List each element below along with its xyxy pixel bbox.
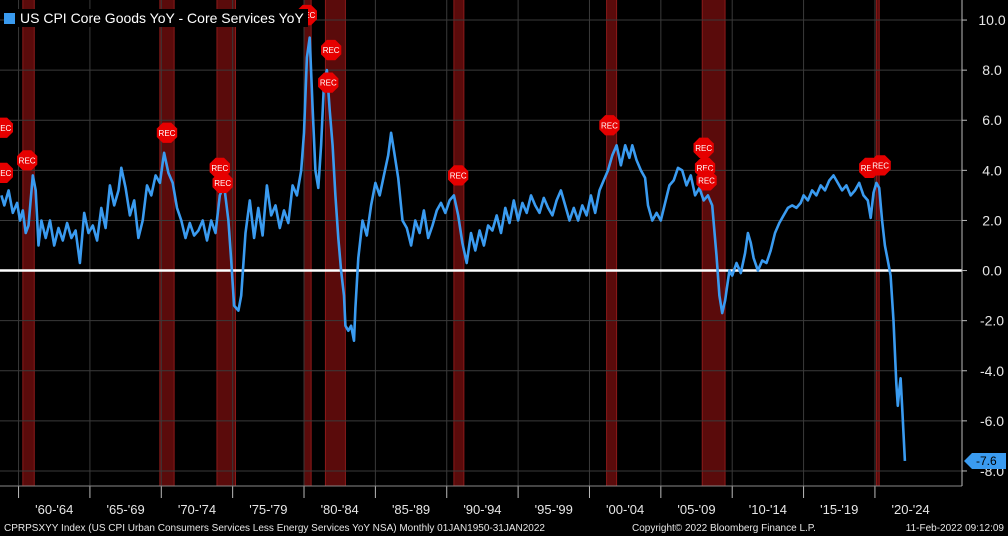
rec-marker-shape-0 <box>0 117 13 138</box>
y-tick-label-6: -2.0 <box>980 313 1004 329</box>
recession-band-1 <box>159 0 175 486</box>
recession-band-6 <box>606 0 617 486</box>
x-tick-label-7: '95-'99 <box>535 502 573 517</box>
x-axis: '60-'64 '65-'69 '70-'74 '75-'79 '80-'84 '85-'… <box>0 485 962 517</box>
x-tick-label-1: '65-'69 <box>106 502 144 517</box>
x-tick-label-11: '15-'19 <box>820 502 858 517</box>
y-tick-label-2: 6.0 <box>982 112 1002 128</box>
footer-source: CPRPSXYY Index (US CPI Urban Consumers S… <box>4 523 545 534</box>
series-line-core-goods-minus-core-services <box>0 36 907 461</box>
x-tick-label-8: '00-'04 <box>606 502 644 517</box>
y-tick-label-4: 2.0 <box>982 212 1002 228</box>
recession-band-5 <box>453 0 464 486</box>
x-tick-label-4: '80-'84 <box>321 502 359 517</box>
last-value-tag-shape <box>964 452 1006 469</box>
rec-marker-label-1: REC <box>0 169 12 178</box>
recession-band-2 <box>216 0 236 486</box>
recession-band-7 <box>702 0 726 486</box>
last-value-tag: -7.6 <box>964 452 1006 469</box>
rec-marker-label-2: REC <box>19 156 36 165</box>
rec-marker-shape-1 <box>0 162 13 183</box>
rec-marker-label-5: REC <box>214 179 231 188</box>
footer-timestamp: 11-Feb-2022 09:12:09 <box>905 523 1004 534</box>
rec-marker-shape-10 <box>599 115 620 136</box>
legend-swatch <box>4 12 15 24</box>
rec-marker-label-7: REC <box>323 46 340 55</box>
rec-marker-shape-8 <box>318 72 339 93</box>
recession-band-8 <box>876 0 880 486</box>
legend-label: US CPI Core Goods YoY - Core Services Yo… <box>20 10 304 26</box>
x-tick-label-6: '90-'94 <box>463 502 501 517</box>
grid-lines <box>0 0 962 486</box>
x-tick-label-5: '85-'89 <box>392 502 430 517</box>
y-tick-label-1: 8.0 <box>982 62 1002 78</box>
rec-marker-shape-5 <box>212 172 233 193</box>
y-axis: 10.08.06.04.02.00.0-2.0-4.0-6.0-8.0 <box>961 0 1006 486</box>
rec-marker-label-12: REC <box>697 164 714 173</box>
rec-marker-label-3: REC <box>159 129 176 138</box>
legend: US CPI Core Goods YoY - Core Services Yo… <box>4 9 308 27</box>
chart: RECRECRECRECRECRECRECRECRECRECRECRECRECR… <box>0 0 1006 517</box>
rec-marker-label-14: REC <box>861 164 878 173</box>
x-tick-label-12: '20-'24 <box>892 502 930 517</box>
x-tick-label-2: '70-'74 <box>178 502 216 517</box>
rec-marker-shape-13 <box>696 170 717 191</box>
rec-marker-label-10: REC <box>601 121 618 130</box>
rec-marker-label-9: REC <box>450 171 467 180</box>
x-tick-label-3: '75-'79 <box>249 502 287 517</box>
y-tick-label-3: 4.0 <box>982 162 1002 178</box>
rec-marker-shape-3 <box>156 122 178 143</box>
recession-markers: RECRECRECRECRECRECRECRECRECRECRECRECRECR… <box>0 4 891 193</box>
y-tick-label-8: -6.0 <box>980 413 1004 429</box>
rec-marker-label-4: REC <box>211 164 228 173</box>
rec-marker-label-0: REC <box>0 124 12 133</box>
rec-marker-shape-9 <box>448 165 469 186</box>
y-tick-label-7: -4.0 <box>980 363 1004 379</box>
x-tick-label-9: '05-'09 <box>677 502 715 517</box>
rec-marker-label-15: REC <box>872 161 889 170</box>
rec-marker-label-13: REC <box>698 176 715 185</box>
y-tick-label-5: 0.0 <box>982 263 1002 279</box>
rec-marker-label-11: REC <box>695 144 712 153</box>
rec-marker-shape-2 <box>17 150 38 171</box>
x-tick-label-10: '10-'14 <box>749 502 787 517</box>
x-tick-label-0: '60-'64 <box>35 502 73 517</box>
rec-marker-shape-11 <box>693 137 714 158</box>
recession-band-0 <box>22 0 35 486</box>
recession-band-3 <box>304 0 312 486</box>
y-tick-label-0: 10.0 <box>978 12 1005 28</box>
rec-marker-shape-15 <box>870 155 891 176</box>
rec-marker-shape-7 <box>321 39 342 61</box>
footer-copyright: Copyright© 2022 Bloomberg Finance L.P. <box>632 523 816 534</box>
rec-marker-label-8: REC <box>320 79 337 88</box>
last-value-label: -7.6 <box>976 454 997 468</box>
